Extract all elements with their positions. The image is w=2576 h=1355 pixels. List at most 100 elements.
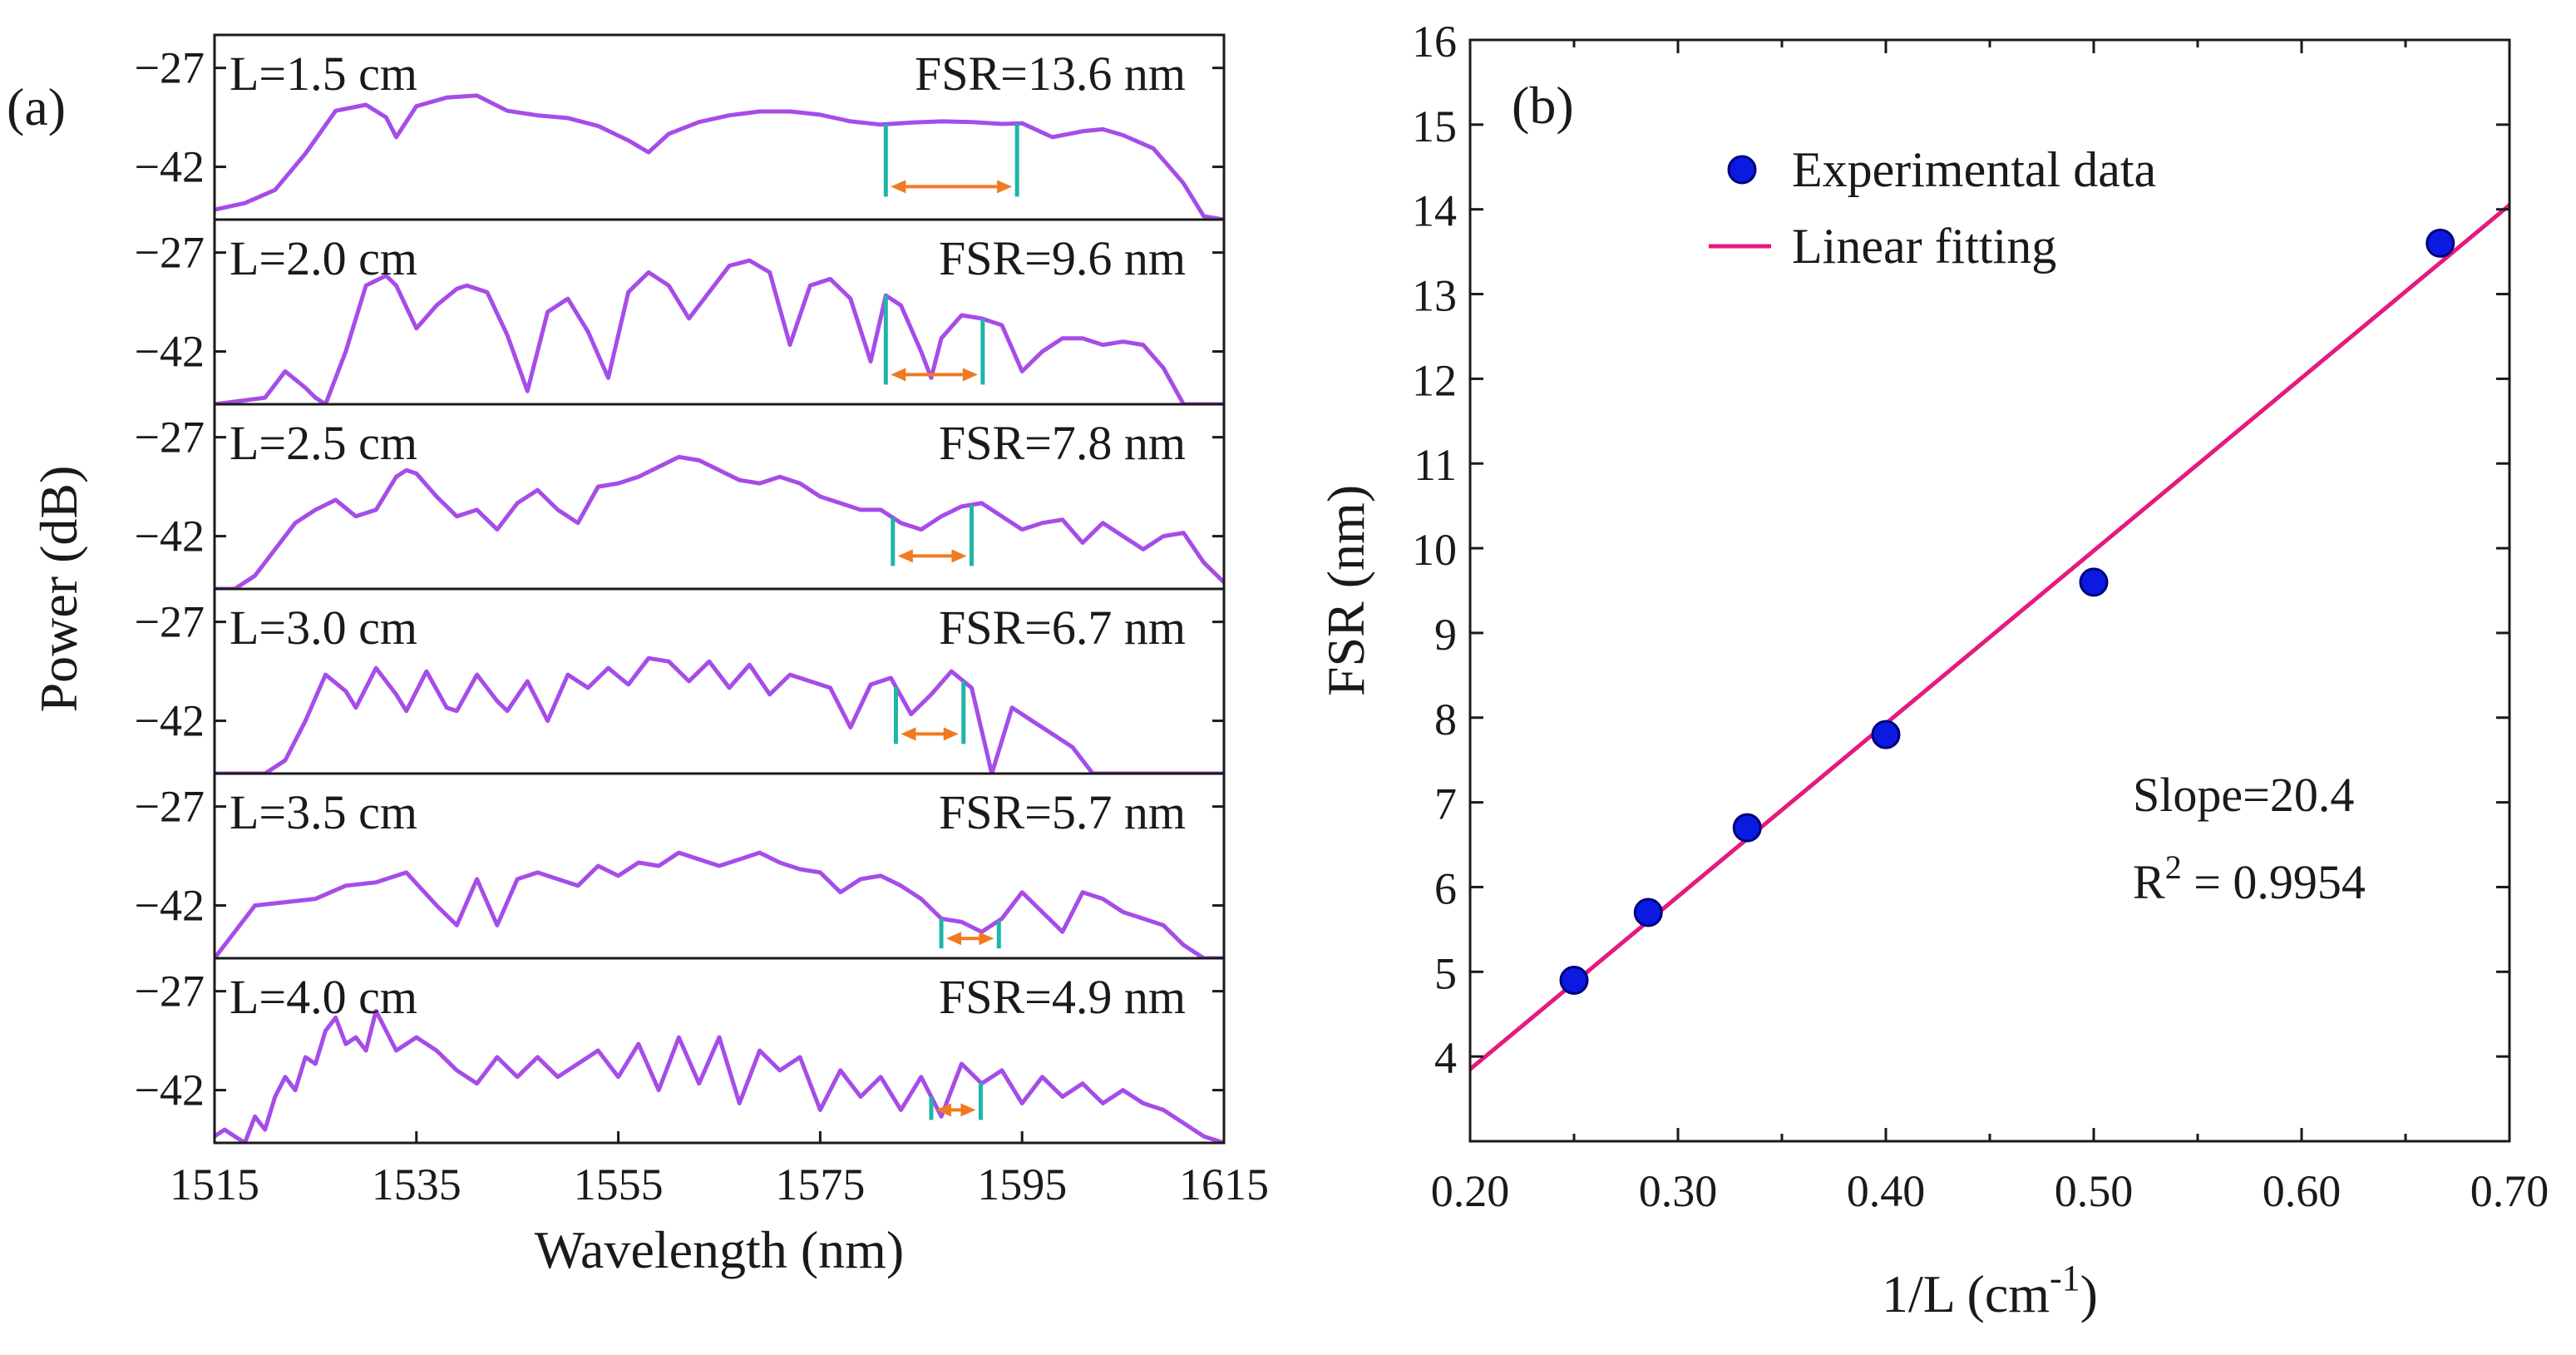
data-point xyxy=(2079,567,2109,597)
y-tick-label: −42 xyxy=(135,512,205,561)
y-tick-label: 12 xyxy=(1412,355,1457,405)
fsr-label: FSR=4.9 nm xyxy=(939,970,1186,1024)
fsr-label: FSR=13.6 nm xyxy=(915,47,1186,101)
spectrum-line xyxy=(215,655,1224,774)
spectrum-row: −27 −42 L=2.0 cm FSR=9.6 nm xyxy=(135,218,1226,406)
y-tick-label: 14 xyxy=(1412,186,1457,236)
fsr-arrow-head xyxy=(960,1103,976,1117)
fsr-arrow-head xyxy=(891,368,906,382)
x-axis-title-base: 1/L (cm xyxy=(1882,1264,2050,1323)
fsr-label: FSR=5.7 nm xyxy=(939,785,1186,839)
fsr-arrow-head xyxy=(979,932,994,946)
spectrum-row: −27 −42 L=3.0 cm FSR=6.7 nm xyxy=(135,587,1226,775)
spectrum-row: −27 −42 L=2.5 cm FSR=7.8 nm xyxy=(135,403,1226,591)
x-tick-label: 0.50 xyxy=(2055,1166,2134,1216)
x-axis-title: 1/L (cm-1) xyxy=(1882,1258,2098,1323)
r2-annotation: R2 = 0.9954 xyxy=(2133,848,2366,909)
fsr-label: FSR=9.6 nm xyxy=(939,231,1186,285)
y-tick-label: −42 xyxy=(135,327,205,377)
x-tick-label: 1515 xyxy=(170,1160,259,1209)
r2-base: R xyxy=(2133,855,2165,909)
y-tick-label: 8 xyxy=(1434,695,1457,744)
panel-a: (a) −27 −42 L=1.5 cm FSR=13.6 nm −27 −42 L=2.0 … xyxy=(7,33,1269,1279)
data-point xyxy=(2425,228,2455,258)
panel-b: 0.20 0.30 0.40 0.50 0.60 0.70 4 5 6 7 8 9 10 11 12 13 14… xyxy=(1316,17,2549,1323)
y-tick-label: −27 xyxy=(135,43,205,93)
fsr-arrow-head xyxy=(951,549,967,563)
slope-annotation: Slope=20.4 xyxy=(2133,768,2354,822)
r2-superscript: 2 xyxy=(2165,848,2182,886)
fsr-arrow-head xyxy=(897,549,913,563)
spectrum-row: −27 −42 L=3.5 cm FSR=5.7 nm xyxy=(135,772,1226,960)
fsr-label: FSR=6.7 nm xyxy=(939,601,1186,655)
y-axis-title: FSR (nm) xyxy=(1316,485,1375,696)
spectrum-line xyxy=(215,258,1224,404)
panel-label-b: (b) xyxy=(1512,76,1574,135)
data-point xyxy=(1871,720,1901,749)
fsr-label: FSR=7.8 nm xyxy=(939,416,1186,470)
r2-value: = 0.9954 xyxy=(2182,855,2366,909)
y-tick-label: 15 xyxy=(1412,101,1457,151)
fsr-arrow-head xyxy=(997,180,1013,194)
legend-label-points: Experimental data xyxy=(1792,142,2156,197)
y-tick-label: 5 xyxy=(1434,948,1457,998)
length-label: L=4.0 cm xyxy=(229,970,417,1024)
spectrum-line xyxy=(215,1008,1224,1143)
y-tick-label: 9 xyxy=(1434,610,1457,660)
spectrum-row: −27 −42 L=1.5 cm FSR=13.6 nm xyxy=(135,33,1226,221)
y-tick-label: 10 xyxy=(1412,525,1457,575)
x-tick-label: 0.70 xyxy=(2470,1166,2549,1216)
spectrum-line xyxy=(215,93,1224,220)
y-tick-label: −27 xyxy=(135,413,205,462)
y-tick-label: −42 xyxy=(135,142,205,192)
y-tick-label: 6 xyxy=(1434,863,1457,913)
length-label: L=2.0 cm xyxy=(229,231,417,285)
y-tick-label: −27 xyxy=(135,228,205,278)
x-tick-label: 0.40 xyxy=(1847,1166,1926,1216)
fsr-arrow-head xyxy=(901,727,916,741)
fsr-arrow-head xyxy=(935,1103,951,1117)
legend: Experimental data Linear fitting xyxy=(1709,142,2156,274)
length-label: L=3.5 cm xyxy=(229,785,417,839)
panel-label-a: (a) xyxy=(7,77,66,136)
x-tick-label: 1535 xyxy=(372,1160,461,1209)
plot-frame xyxy=(1468,38,2511,1143)
fsr-arrow-head xyxy=(891,180,906,194)
fsr-arrow-head xyxy=(943,727,959,741)
fsr-arrow-head xyxy=(946,932,962,946)
y-tick-label: 7 xyxy=(1434,779,1457,829)
y-tick-label: 13 xyxy=(1412,271,1457,321)
y-tick-label: −27 xyxy=(135,782,205,832)
spectrum-line xyxy=(215,454,1224,589)
x-tick-label: 0.60 xyxy=(2263,1166,2342,1216)
y-tick-label: −27 xyxy=(135,597,205,647)
x-tick-label: 1615 xyxy=(1179,1160,1269,1209)
spectrum-line xyxy=(215,850,1224,958)
y-tick-label: −42 xyxy=(135,881,205,931)
y-tick-label: −42 xyxy=(135,696,205,746)
legend-marker-points xyxy=(1727,155,1757,185)
spectrum-row: −27 −42 L=4.0 cm FSR=4.9 nm xyxy=(135,957,1226,1145)
row-frame xyxy=(213,957,1226,1145)
length-label: L=2.5 cm xyxy=(229,416,417,470)
y-tick-label: 16 xyxy=(1412,17,1457,67)
data-point xyxy=(1633,898,1663,927)
x-tick-label: 1595 xyxy=(977,1160,1067,1209)
x-tick-label: 1555 xyxy=(574,1160,664,1209)
y-tick-label: 11 xyxy=(1414,440,1457,490)
x-tick-label: 0.30 xyxy=(1639,1166,1718,1216)
x-tick-label: 1575 xyxy=(775,1160,865,1209)
data-point xyxy=(1559,965,1589,995)
y-tick-label: −27 xyxy=(135,967,205,1016)
x-axis-title-superscript: -1 xyxy=(2050,1258,2080,1298)
y-tick-label: 4 xyxy=(1434,1033,1457,1083)
x-tick-label: 0.20 xyxy=(1431,1166,1510,1216)
fsr-arrow-head xyxy=(962,368,978,382)
y-axis-title: Power (dB) xyxy=(29,466,88,713)
linear-fit-line xyxy=(1470,203,2509,1071)
legend-label-fit: Linear fitting xyxy=(1792,219,2056,274)
y-tick-label: −42 xyxy=(135,1066,205,1115)
length-label: L=3.0 cm xyxy=(229,601,417,655)
data-point xyxy=(1732,813,1762,843)
